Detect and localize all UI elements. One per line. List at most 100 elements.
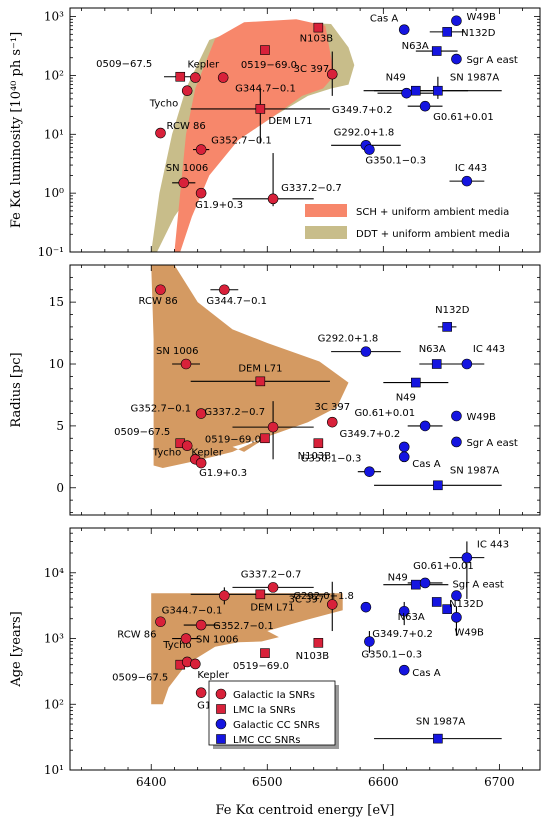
point-label: N103B xyxy=(296,651,330,662)
point-label: DEM L71 xyxy=(268,116,312,127)
point-marker xyxy=(451,15,462,27)
point-label: N49 xyxy=(396,393,416,404)
point-label: W49B xyxy=(466,412,496,423)
point-label: G344.7−0.1 xyxy=(235,84,296,95)
point-label: RCW 86 xyxy=(117,630,156,641)
point-marker xyxy=(260,648,270,658)
legend-swatch xyxy=(305,204,347,217)
point-label: N103B xyxy=(298,451,332,462)
point-marker xyxy=(461,358,473,370)
point-marker xyxy=(451,410,462,422)
point-marker xyxy=(433,480,443,491)
point-marker xyxy=(313,22,324,33)
point-label: N63A xyxy=(419,344,446,355)
point-marker xyxy=(401,87,412,99)
point-marker xyxy=(442,27,452,37)
point-label: G344.7−0.1 xyxy=(162,606,223,617)
panel-radius: RCW 86 G344.7−0.1 SN 1006 DEM L71 G352.7−0.1… xyxy=(9,264,541,516)
point-marker xyxy=(175,71,186,82)
point-marker xyxy=(398,441,410,453)
point-label: G1.9+0.3 xyxy=(199,468,247,479)
point-label: N132D xyxy=(461,28,496,39)
y-axis-label: Fe Kα luminosity [10⁴⁰ ph s⁻¹] xyxy=(9,32,24,228)
point-marker xyxy=(419,577,431,589)
point-label: G349.7+0.2 xyxy=(340,429,401,440)
y-tick-label: 10² xyxy=(44,697,64,711)
point-marker xyxy=(217,72,229,83)
y-tick-label: 0 xyxy=(56,481,64,495)
point-label: G350.1−0.3 xyxy=(365,156,426,167)
x-tick-label: 6400 xyxy=(136,775,167,789)
plot-frame xyxy=(69,264,541,516)
point-label: N63A xyxy=(402,41,429,52)
legend-label: SCH + uniform ambient media xyxy=(356,207,509,218)
point-label: N132D xyxy=(449,599,484,610)
point-marker xyxy=(260,433,270,444)
point-marker xyxy=(398,664,410,676)
point-marker xyxy=(155,284,166,296)
y-tick-label: 5 xyxy=(56,419,64,433)
point-marker xyxy=(451,53,462,65)
legend-swatch xyxy=(305,226,347,239)
y-tick-label: 10 xyxy=(49,357,64,371)
point-marker xyxy=(431,359,442,369)
point-label: N103B xyxy=(300,34,334,45)
point-label: G350.1−0.3 xyxy=(301,454,362,465)
point-label: SN 1987A xyxy=(416,717,465,728)
point-label: SN 1987A xyxy=(450,465,499,476)
legend-marker xyxy=(216,704,226,714)
point-label: G352.7−0.1 xyxy=(211,136,272,147)
point-label: SN 1006 xyxy=(166,163,208,174)
point-label: G350.1−0.3 xyxy=(361,650,422,661)
point-marker xyxy=(411,85,421,96)
y-tick-label: 10¹ xyxy=(44,127,64,141)
point-label: G292.0+1.8 xyxy=(318,334,379,345)
point-label: SN 1006 xyxy=(156,346,198,357)
point-label: 3C 397 xyxy=(289,594,325,605)
point-marker xyxy=(360,601,372,613)
point-marker xyxy=(255,589,266,600)
point-label: DEM L71 xyxy=(238,363,282,374)
point-marker xyxy=(255,376,266,387)
point-marker xyxy=(313,638,324,648)
point-marker xyxy=(461,175,473,187)
point-label: N132D xyxy=(435,305,470,316)
point-label: Kepler xyxy=(191,447,223,458)
point-marker xyxy=(267,421,279,433)
point-label: RCW 86 xyxy=(167,121,206,132)
point-marker xyxy=(451,612,462,623)
point-marker xyxy=(195,144,207,155)
point-label: IC 443 xyxy=(477,540,509,551)
legend-marker xyxy=(216,734,226,744)
point-label: G349.7+0.2 xyxy=(372,629,433,640)
point-label: G1.9+0.3 xyxy=(195,200,243,211)
panel-luminosity: 0509−67.5 Tycho Kepler G344.7−0.1 0519−69.0 N… xyxy=(9,7,541,259)
point-label: G337.2−0.7 xyxy=(281,183,342,194)
x-tick-label: 6500 xyxy=(252,775,283,789)
point-marker xyxy=(398,24,410,35)
point-marker xyxy=(398,605,410,617)
y-tick-label: 10⁴ xyxy=(44,566,64,580)
legend-label: LMC CC SNRs xyxy=(233,735,301,746)
point-label: G292.0+1.8 xyxy=(293,591,354,602)
point-label: 0509−67.5 xyxy=(96,59,152,70)
point-label: RCW 86 xyxy=(139,296,178,307)
y-tick-label: 10³ xyxy=(44,632,64,646)
point-label: Cas A xyxy=(370,14,398,25)
point-label: W49B xyxy=(466,12,496,23)
point-label: IC 443 xyxy=(455,163,487,174)
point-marker xyxy=(451,436,462,448)
point-label: N63A xyxy=(398,612,425,623)
point-marker xyxy=(313,438,324,449)
legend-classes: Galactic Ia SNRs LMC Ia SNRs Galactic CC S… xyxy=(208,680,339,749)
point-marker xyxy=(433,733,443,744)
point-label: 0519−69.0 xyxy=(241,60,297,71)
y-axis-label: Age [years] xyxy=(9,611,24,687)
y-tick-label: 10² xyxy=(44,68,64,82)
point-label: 0519−69.0 xyxy=(233,661,289,672)
point-marker xyxy=(195,187,207,199)
point-marker xyxy=(326,68,338,80)
point-label: 0509−67.5 xyxy=(112,673,168,684)
point-label: G0.61+0.01 xyxy=(413,561,474,572)
